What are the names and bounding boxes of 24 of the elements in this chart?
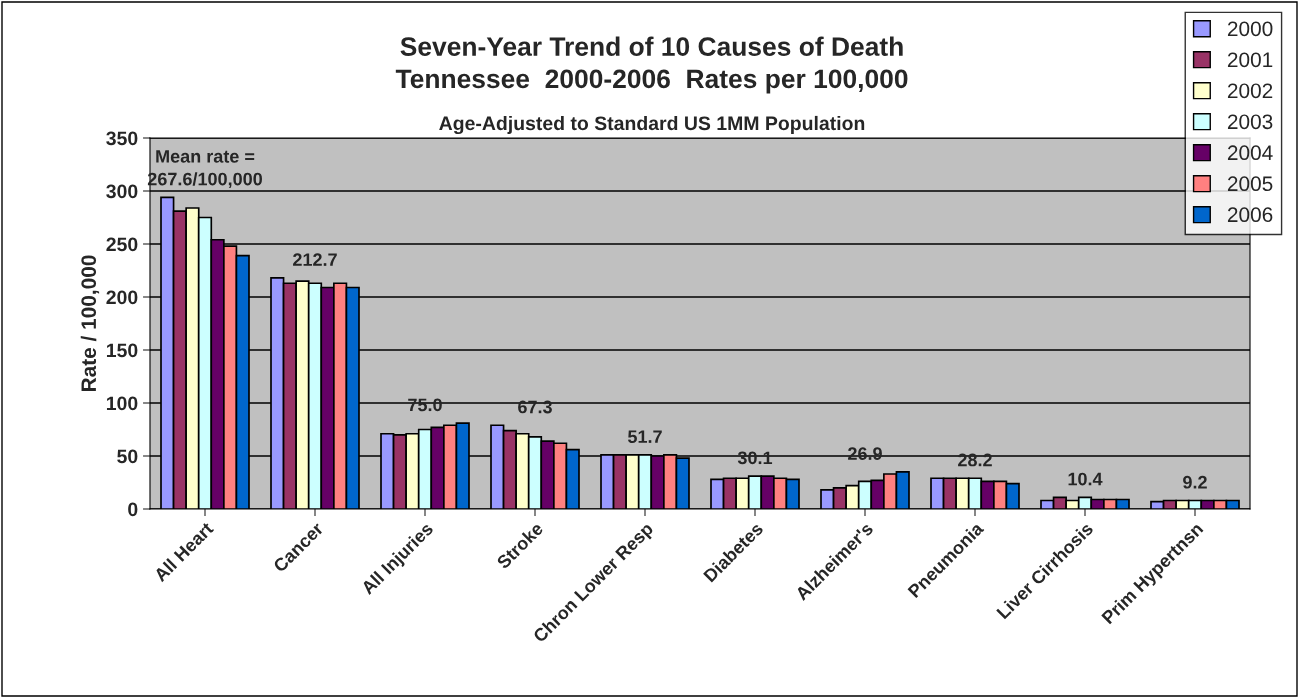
y-tick-label: 300	[106, 184, 138, 199]
y-axis-title: Rate / 100,000	[80, 255, 100, 392]
legend-label: 2001	[1227, 52, 1273, 68]
y-tick-label: 250	[106, 237, 138, 252]
y-tick-label: 350	[106, 131, 138, 146]
y-tick-label: 0	[128, 502, 138, 517]
legend-label: 2000	[1227, 21, 1273, 37]
legend-label: 2006	[1227, 207, 1273, 223]
annotation: 51.7	[627, 430, 662, 444]
legend-label: 2003	[1227, 114, 1273, 130]
annotation: 9.2	[1183, 475, 1207, 489]
chart-title: Seven-Year Trend of 10 Causes of Death Tennessee 2000-2006 Rates per 100,000	[395, 36, 908, 94]
y-tick-label: 200	[106, 290, 138, 305]
legend-label: 2002	[1227, 83, 1273, 99]
y-tick-label: 150	[106, 343, 138, 358]
y-tick-label: 100	[106, 396, 138, 411]
y-tick-label: 50	[117, 449, 138, 464]
annotation: 212.7	[293, 253, 337, 266]
legend-label: 2004	[1227, 145, 1273, 161]
annotation: 67.3	[518, 400, 552, 414]
chart-subtitle: Age-Adjusted to Standard US 1MM Population	[439, 115, 865, 135]
legend-label: 2005	[1227, 176, 1273, 192]
annotation: 10.4	[1068, 472, 1103, 486]
annotation: 28.2	[958, 453, 992, 467]
